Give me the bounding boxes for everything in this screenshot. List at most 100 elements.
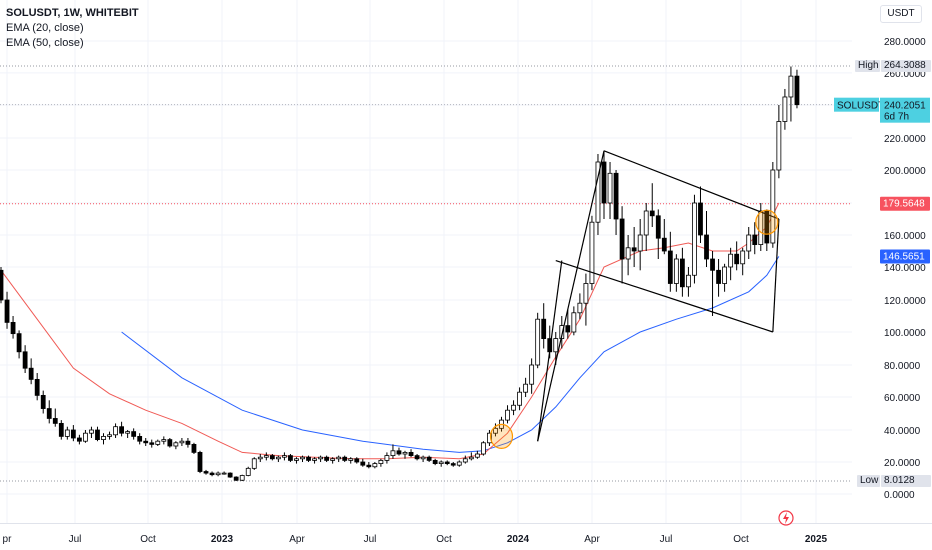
candle[interactable] — [782, 96, 788, 122]
candle[interactable] — [282, 455, 287, 458]
candle[interactable] — [444, 461, 450, 464]
candle[interactable] — [613, 172, 619, 220]
candle[interactable] — [83, 432, 88, 442]
candle[interactable] — [631, 247, 637, 252]
candle[interactable] — [0, 269, 4, 301]
last-price-tag[interactable] — [880, 97, 930, 123]
candle[interactable] — [752, 234, 758, 245]
candle[interactable] — [535, 318, 541, 366]
candle[interactable] — [378, 459, 384, 464]
candle[interactable] — [179, 440, 185, 444]
candle[interactable] — [758, 210, 764, 245]
candle[interactable] — [770, 169, 776, 244]
candle[interactable] — [716, 269, 721, 284]
candle[interactable] — [46, 408, 52, 419]
candle[interactable] — [22, 351, 28, 369]
candle[interactable] — [625, 247, 631, 260]
candle[interactable] — [480, 442, 486, 455]
candle[interactable] — [89, 429, 94, 434]
highlight-circle[interactable] — [755, 209, 779, 235]
candle[interactable] — [58, 422, 64, 437]
symbol-tag[interactable] — [834, 97, 879, 112]
channel-bottom-line[interactable] — [700, 307, 774, 333]
candle[interactable] — [113, 426, 118, 436]
candle[interactable] — [227, 472, 233, 478]
candle[interactable] — [384, 455, 390, 461]
candle[interactable] — [402, 451, 408, 455]
candle[interactable] — [348, 458, 354, 461]
candle[interactable] — [288, 455, 293, 461]
candle[interactable] — [722, 266, 727, 284]
candle[interactable] — [788, 75, 794, 98]
candle[interactable] — [173, 442, 179, 447]
candle[interactable] — [450, 463, 456, 466]
candle[interactable] — [52, 418, 58, 424]
ema-tag[interactable] — [880, 249, 930, 264]
candle[interactable] — [595, 161, 601, 223]
candle[interactable] — [728, 253, 734, 268]
highlight-circle[interactable] — [489, 423, 514, 449]
candle[interactable] — [559, 325, 565, 340]
candle[interactable] — [360, 461, 366, 466]
candle[interactable] — [408, 451, 414, 456]
candle[interactable] — [143, 440, 149, 444]
candle[interactable] — [541, 318, 547, 340]
candle[interactable] — [553, 338, 559, 353]
candle[interactable] — [101, 435, 106, 440]
candle[interactable] — [468, 456, 474, 460]
candle[interactable] — [137, 435, 143, 442]
candle[interactable] — [493, 427, 498, 434]
candle[interactable] — [125, 431, 131, 434]
candle[interactable] — [16, 333, 22, 353]
candle[interactable] — [131, 431, 137, 437]
candle[interactable] — [324, 456, 330, 461]
candle[interactable] — [649, 210, 655, 217]
candle[interactable] — [577, 302, 583, 314]
candle[interactable] — [294, 458, 299, 461]
candle[interactable] — [269, 455, 275, 460]
candle[interactable] — [107, 434, 112, 437]
candle[interactable] — [161, 439, 167, 442]
candle[interactable] — [686, 274, 691, 288]
ema20-legend[interactable]: EMA (20, close) — [6, 22, 84, 34]
candle[interactable] — [487, 432, 492, 444]
candle[interactable] — [221, 472, 227, 475]
candle[interactable] — [643, 210, 649, 236]
candle[interactable] — [4, 299, 10, 323]
candle[interactable] — [414, 455, 420, 460]
candle[interactable] — [462, 458, 468, 463]
candle[interactable] — [95, 429, 100, 441]
candle[interactable] — [197, 451, 203, 472]
candle[interactable] — [601, 161, 607, 204]
candle[interactable] — [619, 218, 625, 260]
candle[interactable] — [764, 210, 770, 244]
candle[interactable] — [342, 456, 348, 461]
candle[interactable] — [734, 253, 740, 265]
candle[interactable] — [704, 234, 709, 260]
candle[interactable] — [330, 458, 336, 461]
candle[interactable] — [661, 237, 667, 252]
candle[interactable] — [155, 440, 161, 445]
candle[interactable] — [215, 472, 221, 476]
candle[interactable] — [746, 234, 752, 252]
candle[interactable] — [119, 426, 124, 434]
candle[interactable] — [607, 172, 613, 204]
candle[interactable] — [776, 121, 782, 171]
candle[interactable] — [698, 202, 703, 236]
channel-left-line[interactable] — [537, 260, 563, 442]
ema50-legend[interactable]: EMA (50, close) — [6, 37, 84, 49]
candle[interactable] — [28, 367, 34, 380]
candle[interactable] — [679, 258, 685, 288]
channel-right-line[interactable] — [772, 218, 780, 333]
candle[interactable] — [740, 250, 746, 265]
candle[interactable] — [505, 409, 510, 421]
candle[interactable] — [511, 404, 516, 411]
candle[interactable] — [233, 476, 239, 481]
candle[interactable] — [64, 429, 70, 437]
candle[interactable] — [209, 472, 215, 476]
candle[interactable] — [336, 456, 342, 460]
candle[interactable] — [167, 439, 173, 447]
candle[interactable] — [523, 383, 529, 393]
candle[interactable] — [76, 437, 82, 442]
candle[interactable] — [571, 312, 577, 333]
